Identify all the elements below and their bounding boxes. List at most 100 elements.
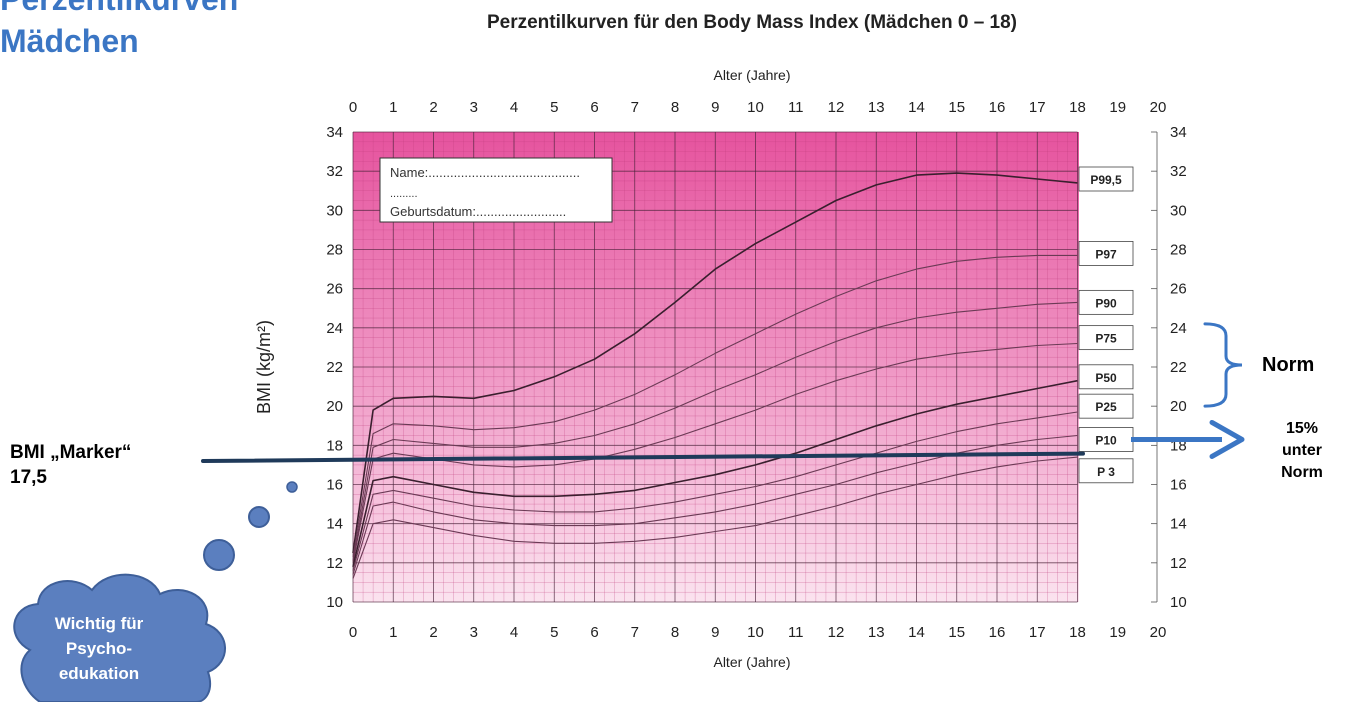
y-tick-label-right: 16	[1170, 477, 1187, 494]
y-tick-label-left: 30	[326, 202, 343, 219]
x-tick-label-top: 4	[510, 99, 518, 116]
bmi-marker-label-line-1: BMI „Marker“	[10, 442, 132, 463]
percentile-label: P75	[1095, 332, 1117, 346]
x-tick-label-top: 9	[711, 99, 719, 116]
y-axis-label: BMI (kg/m²)	[254, 320, 274, 414]
x-tick-label-top: 7	[631, 99, 639, 116]
chart-title: Perzentilkurven für den Body Mass Index …	[487, 12, 1017, 33]
y-tick-label-left: 28	[326, 242, 343, 259]
percentile-label-box	[1078, 289, 1134, 315]
x-tick-label-bottom: 13	[868, 624, 885, 641]
percentile-label-box	[1078, 166, 1134, 192]
x-tick-label-top: 20	[1150, 99, 1167, 116]
x-tick-label-top: 12	[828, 99, 845, 116]
percentile-label-box	[1078, 241, 1134, 266]
y-tick-label-right: 26	[1170, 281, 1187, 298]
y-tick-label-left: 14	[326, 516, 343, 533]
thought-bubble-dot-large	[203, 539, 235, 571]
norm-label: Norm	[1262, 354, 1315, 376]
y-tick-label-left: 18	[326, 437, 343, 454]
name-box-name: Name:...................................…	[390, 165, 580, 180]
percentile-labels: P99,5 P97 P90 P75 P50 P25 P10 P 3	[1078, 166, 1134, 484]
y-tick-label-right: 10	[1170, 594, 1187, 611]
x-tick-label-bottom: 6	[590, 624, 598, 641]
x-tick-label-top: 14	[908, 99, 925, 116]
name-box: Name:...................................…	[379, 157, 613, 223]
percentile-line	[352, 411, 1078, 571]
y-tick-label-right: 34	[1170, 124, 1187, 141]
percentile-label: P10	[1095, 433, 1117, 447]
x-tick-label-bottom: 17	[1029, 624, 1046, 641]
under-norm-line-2: unter	[1282, 442, 1322, 459]
x-tick-label-bottom: 1	[389, 624, 397, 641]
percentile-line	[352, 172, 1078, 554]
percentile-label: P 3	[1097, 465, 1115, 479]
y-tick-label-right: 28	[1170, 242, 1187, 259]
x-tick-label-bottom: 3	[470, 624, 478, 641]
x-tick-label-bottom: 18	[1069, 624, 1086, 641]
x-axis-label-top: Alter (Jahre)	[713, 67, 790, 83]
x-tick-label-bottom: 2	[429, 624, 437, 641]
y-tick-label-left: 32	[326, 163, 343, 180]
y-tick-label-right: 22	[1170, 359, 1187, 376]
x-tick-label-top: 17	[1029, 99, 1046, 116]
percentile-label: P90	[1095, 296, 1117, 310]
percentile-label-box	[1078, 393, 1134, 419]
y-tick-label-left: 20	[326, 398, 343, 415]
y-tick-label-right: 32	[1170, 163, 1187, 180]
percentile-label: P50	[1095, 371, 1117, 385]
slide-title: Perzentilkurven Mädchen	[0, 0, 330, 62]
percentile-label-box	[1078, 458, 1134, 484]
under-norm-arrow-head	[1209, 419, 1245, 459]
x-tick-label-top: 6	[590, 99, 598, 116]
percentile-label-box	[1078, 364, 1134, 390]
y-tick-label-right: 12	[1170, 555, 1187, 572]
percentile-label: P25	[1095, 400, 1117, 414]
percentile-label-box	[1078, 427, 1134, 452]
y-tick-label-left: 34	[326, 124, 343, 141]
x-tick-label-bottom: 20	[1150, 624, 1167, 641]
x-tick-label-bottom: 15	[948, 624, 965, 641]
y-tick-label-left: 26	[326, 281, 343, 298]
x-tick-label-top: 0	[349, 99, 357, 116]
x-tick-label-top: 10	[747, 99, 764, 116]
bmi-marker-line	[201, 451, 1085, 463]
x-tick-label-top: 8	[671, 99, 679, 116]
thought-bubble-dot-medium	[248, 506, 270, 528]
x-tick-label-top: 15	[948, 99, 965, 116]
x-tick-label-bottom: 5	[550, 624, 558, 641]
under-norm-line-1: 15%	[1285, 420, 1319, 437]
thought-bubble-cloud	[13, 573, 226, 702]
x-tick-label-bottom: 11	[788, 624, 804, 641]
x-axis-label-bottom: Alter (Jahre)	[713, 654, 790, 670]
bmi-marker-label: BMI „Marker“ 17,5	[10, 440, 131, 490]
name-box-birthdate: Geburtsdatum:.........................	[390, 204, 566, 219]
x-tick-label-top: 16	[989, 99, 1006, 116]
x-tick-label-top: 3	[470, 99, 478, 116]
slide-title-line-1: Perzentilkurven	[0, 0, 330, 20]
x-tick-label-top: 1	[389, 99, 397, 116]
x-tick-label-top: 11	[788, 99, 804, 116]
x-tick-label-bottom: 0	[349, 624, 357, 641]
thought-bubble-line-1: Wichtig für	[54, 614, 144, 633]
norm-brace	[1203, 322, 1243, 408]
x-tick-label-bottom: 19	[1109, 624, 1126, 641]
thought-bubble-line-3: edukation	[58, 664, 140, 683]
percentile-line	[352, 254, 1078, 558]
x-tick-label-bottom: 8	[671, 624, 679, 641]
x-tick-label-top: 5	[550, 99, 558, 116]
percentile-label: P97	[1095, 247, 1117, 261]
thought-bubble-line-2: Psycho-	[65, 639, 133, 658]
y-tick-label-right: 24	[1170, 320, 1187, 337]
y-tick-label-left: 24	[326, 320, 343, 337]
percentile-line	[352, 301, 1078, 561]
grid-major	[352, 131, 1078, 603]
y-tick-label-left: 22	[326, 359, 343, 376]
y-tick-label-left: 10	[326, 594, 343, 611]
x-tick-label-top: 2	[429, 99, 437, 116]
percentile-label-box	[1078, 325, 1134, 351]
percentile-label: P99,5	[1090, 173, 1122, 187]
thought-bubble-text: Wichtig für Psycho- edukation	[34, 611, 164, 686]
x-tick-label-bottom: 9	[711, 624, 719, 641]
